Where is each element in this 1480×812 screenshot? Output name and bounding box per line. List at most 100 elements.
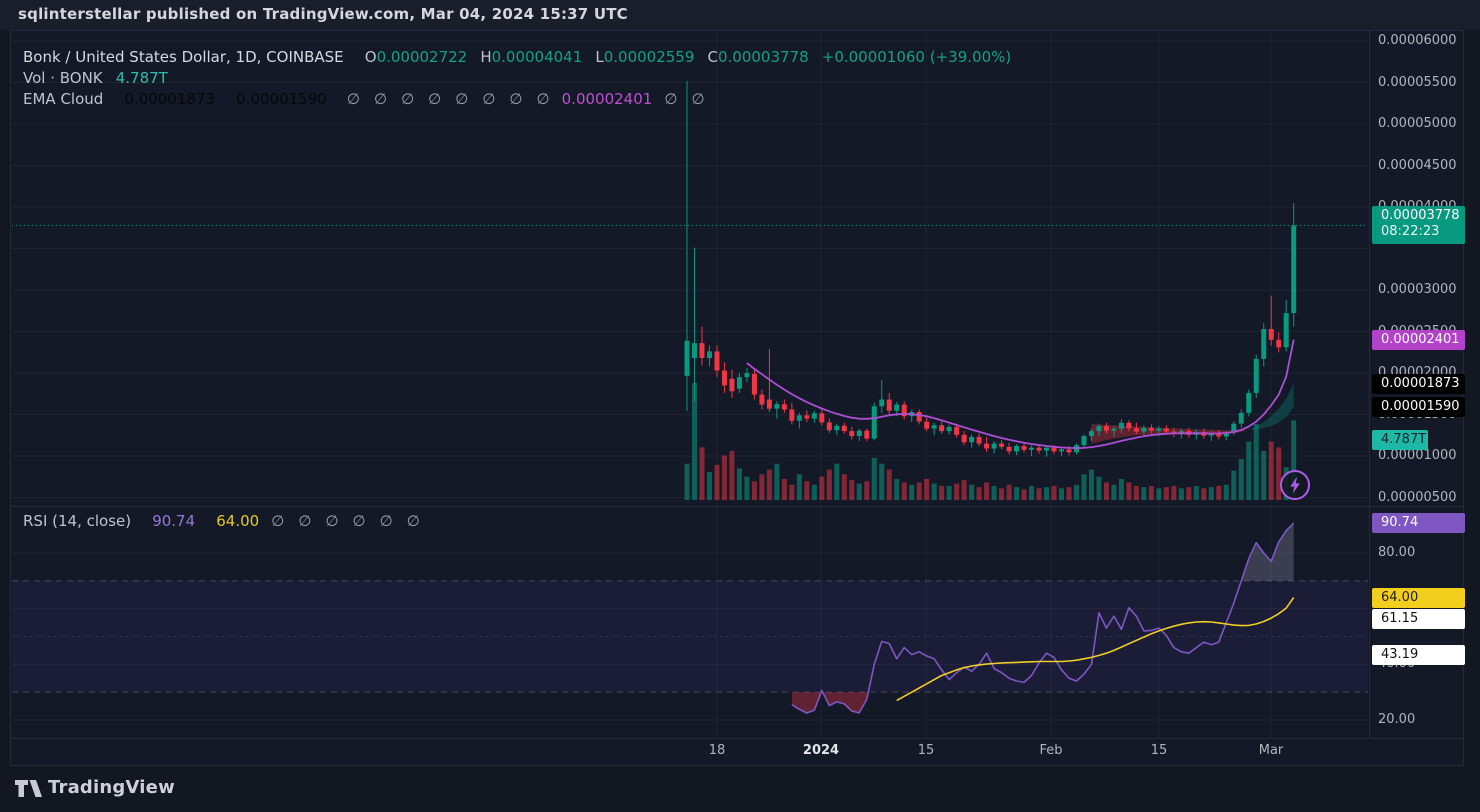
volume-bar bbox=[1059, 488, 1064, 500]
candle-body bbox=[1044, 447, 1050, 451]
candle-body bbox=[939, 425, 945, 432]
volume-bar bbox=[1186, 487, 1192, 500]
volume-bar bbox=[954, 483, 960, 500]
ema-cloud-legend[interactable]: EMA Cloud 0.00001873 0.00001590 ∅ ∅ ∅ ∅ ∅ ∅ ∅ ∅… bbox=[23, 89, 712, 108]
ema-cloud-a-badge: 0.00001873 bbox=[1372, 373, 1465, 394]
pane-separator[interactable] bbox=[11, 506, 1463, 507]
volume-bar bbox=[1044, 487, 1050, 500]
publish-bar: sqlinterstellar published on TradingView… bbox=[0, 0, 1480, 30]
candle-body bbox=[714, 351, 720, 371]
hidden-plot-icon: ∅ bbox=[664, 90, 678, 108]
rsi-label[interactable]: RSI (14, close) bbox=[23, 512, 132, 530]
volume-bar bbox=[1148, 485, 1154, 500]
volume-bar bbox=[1178, 488, 1184, 500]
price-axis-label: 0.00004500 bbox=[1378, 157, 1457, 173]
volume-bar bbox=[691, 383, 697, 500]
ema-cloud-fill bbox=[1271, 408, 1279, 427]
candle-body bbox=[864, 430, 870, 439]
price-axis-label: 0.00005000 bbox=[1378, 116, 1457, 131]
rsi-oversold-fill bbox=[822, 692, 869, 713]
volume-bar bbox=[1066, 487, 1072, 500]
candle-body bbox=[916, 412, 922, 422]
ema-hidden-values-2: ∅ ∅ bbox=[657, 89, 711, 108]
hidden-plot-icon: ∅ bbox=[374, 90, 388, 108]
candle-body bbox=[999, 443, 1005, 447]
candle-body bbox=[1014, 446, 1020, 452]
volume-bar bbox=[1118, 478, 1124, 500]
volume-bar bbox=[684, 463, 690, 500]
candle-body bbox=[826, 422, 832, 431]
volume-bar bbox=[736, 468, 742, 500]
tradingview-brand-text[interactable]: TradingView bbox=[48, 777, 175, 798]
ema-cloud-label[interactable]: EMA Cloud bbox=[23, 90, 104, 108]
publish-info-text: sqlinterstellar published on TradingView… bbox=[18, 5, 628, 23]
candle-body bbox=[1059, 449, 1064, 452]
candle-body bbox=[1126, 422, 1132, 429]
close-value: 0.00003778 bbox=[717, 48, 809, 66]
rsi-line1-badge: 61.15 bbox=[1372, 609, 1465, 630]
volume-bar bbox=[774, 463, 780, 500]
volume-bar bbox=[864, 481, 870, 500]
boost-lightning-button[interactable] bbox=[1278, 468, 1312, 502]
volume-bar bbox=[729, 450, 735, 500]
rsi-legend[interactable]: RSI (14, close) 90.74 64.00 ∅ ∅ ∅ ∅ ∅ ∅ bbox=[23, 511, 427, 530]
rsi-line bbox=[791, 522, 1295, 714]
volume-bar bbox=[1201, 488, 1207, 500]
candle-body bbox=[1231, 423, 1237, 433]
candle-body bbox=[1148, 427, 1154, 431]
volume-bar bbox=[909, 484, 915, 500]
hidden-plot-icon: ∅ bbox=[271, 512, 285, 530]
ema-cloud-fill bbox=[1241, 429, 1249, 432]
time-axis-label: 2024 bbox=[802, 743, 840, 758]
rsi-pane-canvas[interactable] bbox=[12, 507, 1368, 738]
volume-bar bbox=[931, 483, 937, 500]
candle-body bbox=[1118, 422, 1124, 429]
candle-body bbox=[886, 399, 892, 411]
ema-cloud-fill bbox=[1263, 416, 1272, 429]
candle-body bbox=[1096, 426, 1102, 432]
volume-bar bbox=[924, 478, 930, 500]
close-label: C bbox=[707, 48, 718, 66]
chart-widget[interactable]: Bonk / United States Dollar, 1D, COINBAS… bbox=[10, 30, 1465, 766]
ema-cloud-b-badge: 0.00001590 bbox=[1372, 397, 1465, 418]
volume-bar bbox=[969, 484, 975, 500]
tradingview-logo-icon[interactable] bbox=[14, 777, 44, 801]
ema-value-2: 0.00001590 bbox=[236, 90, 327, 108]
candle-body bbox=[1141, 427, 1147, 432]
volume-label[interactable]: Vol · BONK bbox=[23, 69, 103, 87]
candle-body bbox=[684, 340, 690, 376]
candle-body bbox=[1051, 447, 1057, 452]
candle-body bbox=[1163, 428, 1169, 432]
volume-bar bbox=[1231, 470, 1237, 500]
ema-mid-badge: 0.00002401 bbox=[1372, 329, 1465, 350]
ema-cloud-fill bbox=[1286, 383, 1294, 417]
hidden-plot-icon: ∅ bbox=[298, 512, 312, 530]
candle-body bbox=[901, 404, 907, 417]
volume-bar bbox=[1096, 476, 1102, 500]
volume-bar bbox=[1073, 484, 1079, 500]
hidden-plot-icon: ∅ bbox=[509, 90, 523, 108]
main-chart-canvas[interactable] bbox=[12, 32, 1368, 506]
candle-body bbox=[691, 343, 697, 359]
volume-bar bbox=[1276, 447, 1282, 500]
candle-body bbox=[1088, 431, 1094, 437]
volume-bar bbox=[976, 487, 982, 500]
rsi-axis-label: 80.00 bbox=[1378, 545, 1416, 560]
countdown-text: 08:22:23 bbox=[1381, 224, 1440, 240]
candle-body bbox=[789, 409, 795, 421]
price-axis-label: 0.00003000 bbox=[1378, 282, 1457, 297]
candle-body bbox=[1029, 447, 1035, 450]
symbol-legend[interactable]: Bonk / United States Dollar, 1D, COINBAS… bbox=[23, 47, 1011, 66]
candle-body bbox=[969, 436, 975, 443]
hidden-plot-icon: ∅ bbox=[379, 512, 393, 530]
volume-bar bbox=[1111, 484, 1117, 500]
volume-bar bbox=[744, 476, 750, 500]
symbol-title[interactable]: Bonk / United States Dollar, 1D, COINBAS… bbox=[23, 48, 344, 66]
candle-body bbox=[1156, 428, 1162, 431]
volume-legend[interactable]: Vol · BONK 4.787T bbox=[23, 68, 168, 87]
candle-body bbox=[961, 434, 967, 443]
candle-body bbox=[991, 443, 997, 449]
rsi-band bbox=[12, 580, 1368, 693]
candle-body bbox=[1261, 329, 1267, 359]
volume-bar bbox=[1193, 485, 1199, 500]
